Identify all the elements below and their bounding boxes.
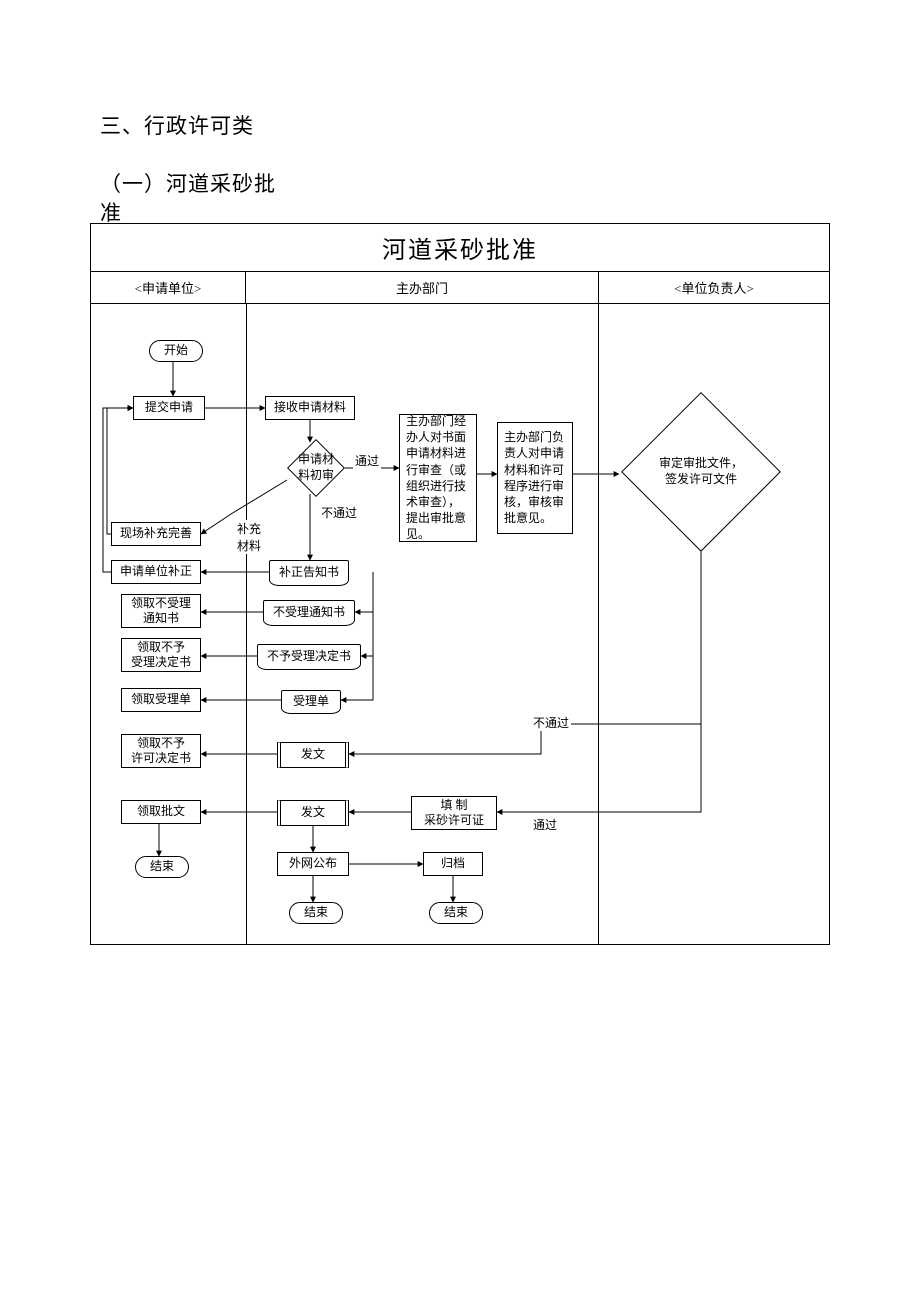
node-issue2: 发文 <box>277 800 349 826</box>
node-end3: 结束 <box>429 902 483 924</box>
node-submit: 提交申请 <box>133 396 205 420</box>
lane-separator-2 <box>598 304 599 944</box>
node-correct: 申请单位补正 <box>111 560 201 584</box>
edge-label-pass-prelim: 通过 <box>353 452 381 469</box>
node-get_accept: 领取受理单 <box>121 688 201 712</box>
edge-correct-submit <box>103 408 133 572</box>
node-start: 开始 <box>149 340 203 362</box>
node-get_no_handle: 领取不予 受理决定书 <box>121 638 201 672</box>
node-get_approval: 领取批文 <box>121 800 201 824</box>
node-receive: 接收申请材料 <box>265 396 355 420</box>
edge-label-fail-prelim: 不通过 <box>319 504 359 521</box>
lane-header-department: 主办部门 <box>246 272 599 303</box>
node-end2: 结束 <box>289 902 343 924</box>
node-prelim: 申请材 料初审 <box>287 444 345 492</box>
node-no_handle_dec: 不予受理决定书 <box>257 644 361 670</box>
flowchart-container: 河道采砂批准 <申请单位> 主办部门 <单位负责人> 开始提交申请 接收申请材料申… <box>90 223 830 945</box>
heading-level-2: （一）河道采砂批 准 <box>100 170 830 229</box>
edge-approve-permit <box>497 724 701 812</box>
edge-approve-issue1 <box>349 514 701 754</box>
node-no_accept_notice: 不受理通知书 <box>263 600 355 626</box>
heading-2-line1: （一）河道采砂批 <box>100 172 276 196</box>
node-review1: 主办部门经办人对书面申请材料进行审查（或组织进行技术审查），提出审批意见。 <box>399 414 477 542</box>
node-get_no_permit: 领取不予 许可决定书 <box>121 734 201 768</box>
heading-level-1: 三、行政许可类 <box>100 110 830 140</box>
heading-2-line2: 准 <box>100 201 122 225</box>
node-end1: 结束 <box>135 856 189 878</box>
lane-header-applicant: <申请单位> <box>91 272 246 303</box>
node-correct_notice: 补正告知书 <box>269 560 349 586</box>
node-review2: 主办部门负责人对申请材料和许可程序进行审核，审核审批意见。 <box>497 422 573 534</box>
node-accept_slip: 受理单 <box>281 690 341 714</box>
edge-label-pass-approve: 通过 <box>531 816 559 833</box>
flowchart-canvas: 开始提交申请 接收申请材料申请材 料初审 主办部门经办人对书面申请材料进行审查（或组… <box>91 304 829 944</box>
edge-dist2-no_accept_notice <box>355 572 373 612</box>
node-get_no_accept: 领取不受理 通知书 <box>121 594 201 628</box>
edge-dist3-no_handle_dec <box>361 612 373 656</box>
lane-header-leader: <单位负责人> <box>599 272 829 303</box>
edge-label-supp_mat-prelim: 补充 材料 <box>235 520 263 554</box>
node-publish: 外网公布 <box>277 852 349 876</box>
edge-label-fail-approve: 不通过 <box>531 714 571 731</box>
node-approve: 审定审批文件， 签发许可文件 <box>621 432 781 512</box>
edge-supplement-submit <box>107 408 133 534</box>
flowchart-title: 河道采砂批准 <box>91 224 829 272</box>
node-supplement: 现场补充完善 <box>111 522 201 546</box>
document-page: 三、行政许可类 （一）河道采砂批 准 河道采砂批准 <申请单位> 主办部门 <单… <box>0 0 920 985</box>
node-issue1: 发文 <box>277 742 349 768</box>
node-archive: 归档 <box>423 852 483 876</box>
node-permit: 填 制 采砂许可证 <box>411 796 497 830</box>
lane-separator-1 <box>246 304 247 944</box>
swimlane-header: <申请单位> 主办部门 <单位负责人> <box>91 272 829 304</box>
